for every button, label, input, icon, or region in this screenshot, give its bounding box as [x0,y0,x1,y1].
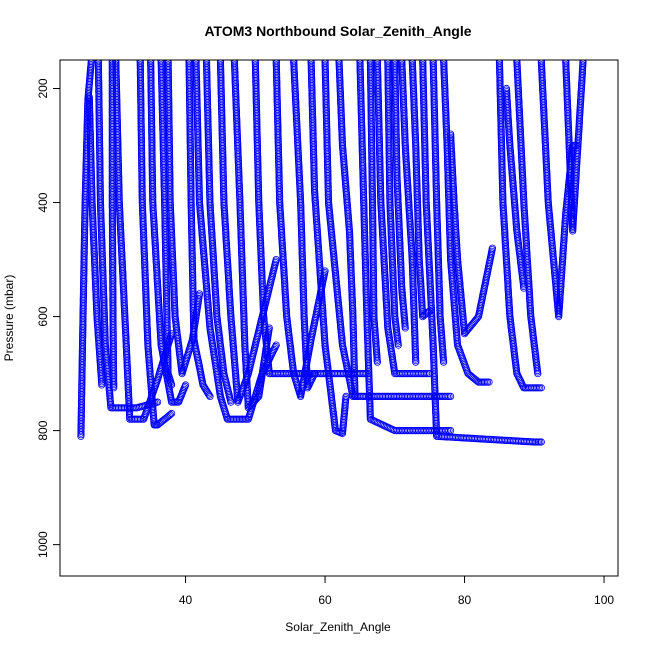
chart-title: ATOM3 Northbound Solar_Zenith_Angle [204,23,471,39]
data-series [335,60,359,400]
data-series [185,60,214,400]
data-point [110,384,118,392]
y-axis-label: Pressure (mbar) [2,275,16,362]
data-point [168,381,176,389]
data-series [94,60,162,412]
x-axis-label: Solar_Zenith_Angle [285,620,391,634]
data-point [165,411,173,419]
data-point [98,381,106,389]
data-point [182,381,190,389]
data-series [164,60,204,378]
data-series [85,93,106,389]
data-point [87,60,95,64]
data-point [166,410,174,419]
data-point [168,409,176,418]
plot-area [77,60,587,446]
data-series [112,60,176,423]
data-series [136,60,176,429]
